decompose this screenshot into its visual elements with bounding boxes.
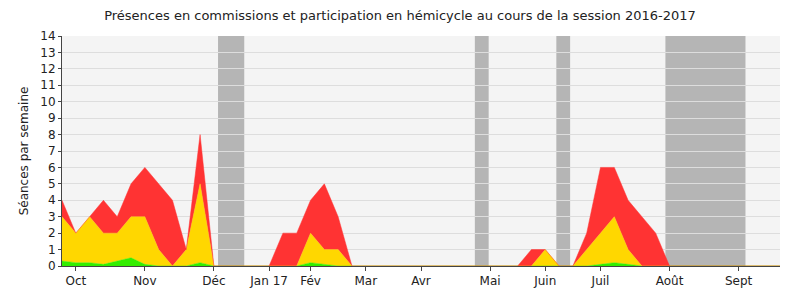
- svg-text:7: 7: [48, 144, 56, 158]
- svg-text:Oct: Oct: [65, 274, 86, 288]
- svg-text:Déc: Déc: [202, 274, 225, 288]
- svg-text:4: 4: [48, 193, 56, 207]
- svg-text:10: 10: [40, 95, 55, 109]
- svg-text:Séances par semaine: Séances par semaine: [17, 87, 31, 216]
- svg-text:11: 11: [40, 78, 55, 92]
- svg-text:2: 2: [48, 226, 56, 240]
- svg-text:14: 14: [40, 29, 55, 43]
- svg-text:Fév: Fév: [300, 274, 321, 288]
- svg-text:9: 9: [48, 111, 56, 125]
- svg-text:0: 0: [48, 259, 56, 273]
- svg-text:Août: Août: [656, 274, 684, 288]
- svg-text:Présences en commissions et pa: Présences en commissions et participatio…: [104, 8, 696, 23]
- svg-text:13: 13: [40, 46, 55, 60]
- svg-text:Avr: Avr: [411, 274, 431, 288]
- svg-text:Nov: Nov: [133, 274, 156, 288]
- svg-text:8: 8: [48, 128, 56, 142]
- svg-text:Juin: Juin: [533, 274, 556, 288]
- svg-text:3: 3: [48, 210, 56, 224]
- svg-text:5: 5: [48, 177, 56, 191]
- svg-text:Sept: Sept: [725, 274, 753, 288]
- svg-text:Juil: Juil: [591, 274, 610, 288]
- svg-text:Mar: Mar: [354, 274, 377, 288]
- svg-text:Jan 17: Jan 17: [249, 274, 288, 288]
- svg-text:12: 12: [40, 62, 55, 76]
- svg-text:6: 6: [48, 161, 56, 175]
- svg-text:Mai: Mai: [480, 274, 501, 288]
- svg-text:1: 1: [48, 243, 56, 257]
